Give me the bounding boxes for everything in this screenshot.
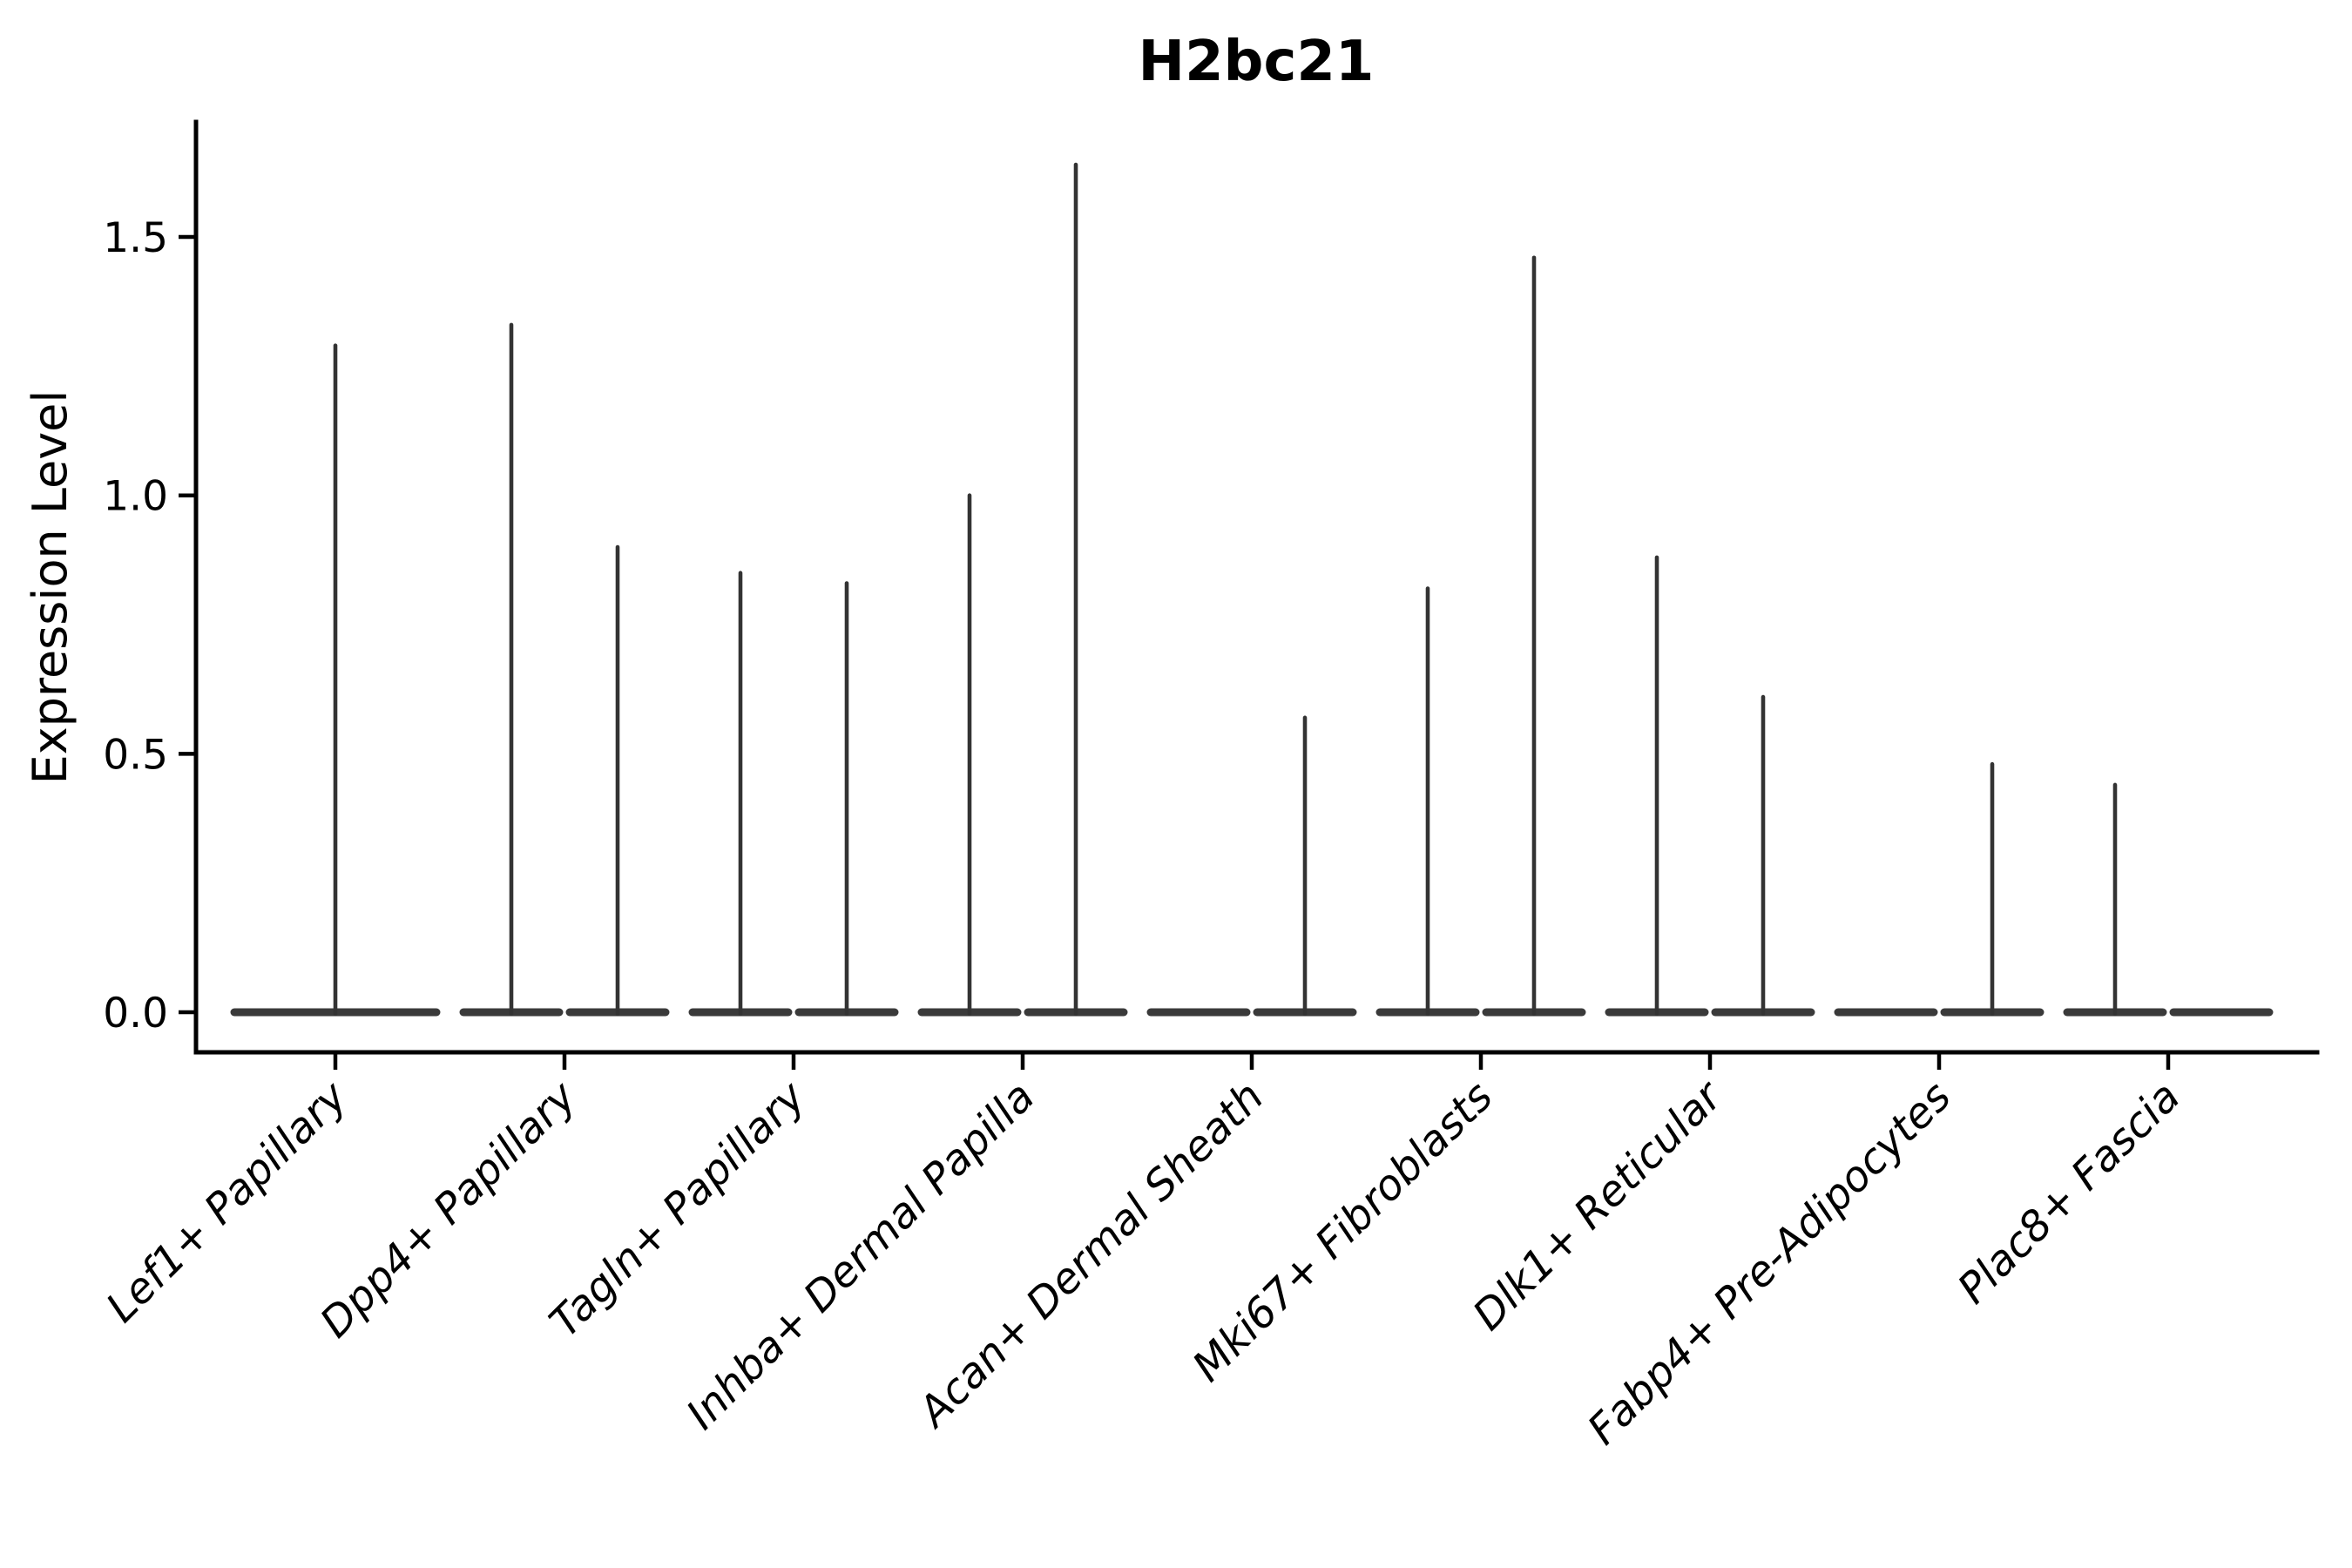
y-tick-label: 1.5 bbox=[103, 214, 168, 262]
x-tick-label: Dpp4+ Papillary bbox=[311, 1071, 586, 1347]
x-tick-label: Tagln+ Papillary bbox=[540, 1071, 815, 1347]
y-tick-label: 1.0 bbox=[103, 473, 168, 521]
violin-category bbox=[459, 322, 670, 1017]
x-tick-label: Fabp4+ Pre-Adipocytes bbox=[1578, 1072, 1961, 1455]
x-tick-label: Dlk1+ Reticular bbox=[1463, 1071, 1734, 1341]
violin-category bbox=[2063, 782, 2274, 1017]
y-tick-label: 0.5 bbox=[103, 731, 168, 779]
x-tick-label: Lef1+ Papillary bbox=[97, 1071, 357, 1332]
violin-category bbox=[1375, 255, 1586, 1017]
violin-category bbox=[1605, 555, 1815, 1017]
y-axis-label: Expression Level bbox=[23, 390, 78, 785]
chart-title: H2bc21 bbox=[1139, 30, 1375, 94]
violin-category bbox=[1834, 761, 2044, 1017]
plot-axes: 0.0 0.5 1.0 1.5 bbox=[103, 119, 2320, 1070]
violin-category bbox=[1146, 715, 1357, 1017]
violin-category bbox=[917, 162, 1128, 1017]
y-tick-label: 0.0 bbox=[103, 990, 168, 1037]
violin-category bbox=[230, 343, 441, 1017]
violin-series bbox=[230, 162, 2274, 1017]
violin-category bbox=[688, 571, 899, 1017]
x-tick-label: Plac8+ Fascia bbox=[1949, 1072, 2190, 1314]
